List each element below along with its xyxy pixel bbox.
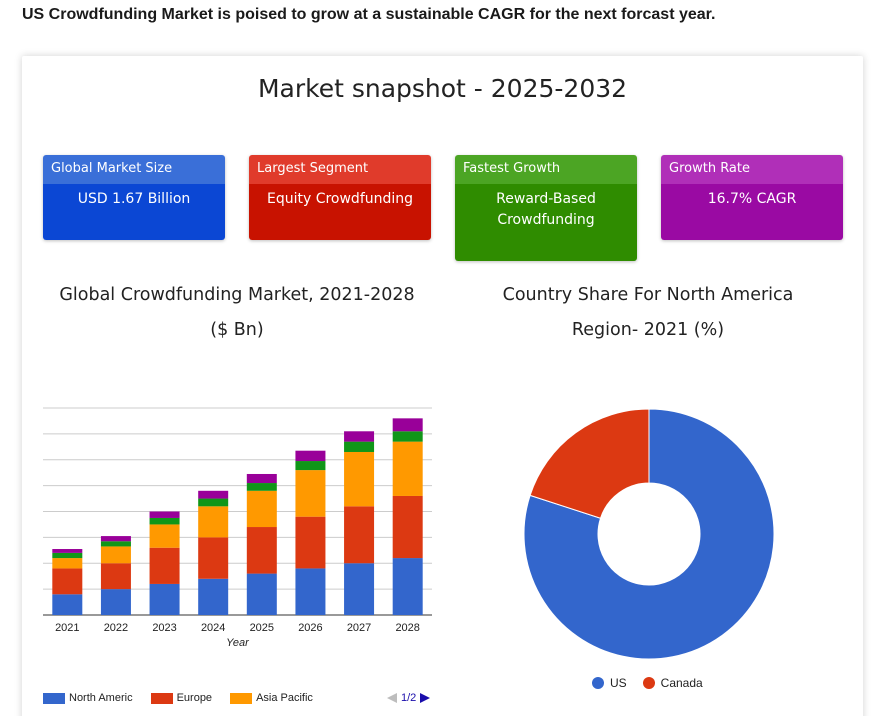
page-headline: US Crowdfunding Market is poised to grow… (22, 6, 716, 23)
tile-value: USD 1.67 Billion (43, 184, 225, 240)
bar-segment[interactable] (149, 583, 180, 615)
x-tick-label: 2025 (250, 622, 274, 634)
legend-item-us[interactable]: US (592, 676, 627, 690)
bar-segment[interactable] (100, 589, 131, 615)
legend-label: Canada (660, 676, 703, 690)
legend-label: Europe (176, 692, 213, 704)
bar-segment[interactable] (344, 431, 375, 442)
bar-segment[interactable] (246, 473, 277, 484)
tile-largest-segment: Largest Segment Equity Crowdfunding (249, 155, 431, 240)
bar-segment[interactable] (295, 516, 326, 569)
bar-segment[interactable] (392, 558, 423, 615)
bar-segment[interactable] (392, 441, 423, 496)
donut-chart (523, 408, 775, 660)
tile-value: 16.7% CAGR (661, 184, 843, 240)
bar-segment[interactable] (100, 536, 131, 542)
bar-segment[interactable] (392, 495, 423, 559)
tile-label: Fastest Growth (455, 155, 637, 184)
bar-segment[interactable] (198, 498, 229, 507)
bar-segment[interactable] (392, 431, 423, 442)
bar-legend: North Americ Europe Asia Pacific (43, 692, 331, 704)
legend-label: Asia Pacific (256, 692, 313, 704)
bar-segment[interactable] (246, 483, 277, 491)
bar-segment[interactable] (52, 558, 83, 569)
bar-segment[interactable] (149, 511, 180, 518)
tile-global-market-size: Global Market Size USD 1.67 Billion (43, 155, 225, 240)
prev-page-icon[interactable] (386, 693, 398, 703)
legend-item-canada[interactable]: Canada (642, 676, 703, 690)
bar-segment[interactable] (52, 594, 83, 615)
bar-segment[interactable] (149, 547, 180, 584)
x-tick-label: 2028 (395, 622, 419, 634)
x-tick-label: 2022 (104, 622, 128, 634)
x-tick-label: 2026 (298, 622, 322, 634)
bar-segment[interactable] (198, 506, 229, 538)
pie-slice[interactable] (529, 408, 650, 519)
tile-label: Growth Rate (661, 155, 843, 184)
bar-segment[interactable] (52, 549, 83, 553)
bar-segment[interactable] (100, 546, 131, 564)
bar-segment[interactable] (295, 461, 326, 471)
tile-label: Global Market Size (43, 155, 225, 184)
bar-segment[interactable] (246, 490, 277, 528)
market-snapshot-card: Market snapshot - 2025-2032 Global Marke… (22, 56, 863, 716)
bar-chart: 2021 2022 2023 2024 2025 2026 2027 2028 Year (43, 407, 432, 649)
tile-value: Equity Crowdfunding (249, 184, 431, 240)
bar-segment[interactable] (295, 470, 326, 517)
tile-value: Reward-Based Crowdfunding (455, 184, 637, 261)
x-tick-label: 2024 (201, 622, 225, 634)
legend-pager: 1/2 (386, 692, 431, 704)
snapshot-title: Market snapshot - 2025-2032 (257, 74, 628, 103)
legend-swatch (150, 692, 173, 704)
bar-segment[interactable] (246, 573, 277, 615)
pie-slice[interactable] (523, 408, 775, 660)
x-axis-label: Year (226, 637, 250, 649)
bar-segment[interactable] (52, 552, 83, 559)
legend-swatch (43, 692, 65, 704)
bar-segment[interactable] (295, 450, 326, 462)
legend-label: US (610, 676, 627, 690)
legend-label: North Americ (69, 692, 133, 704)
bar-chart-title: Global Crowdfunding Market, 2021-2028 ($… (59, 285, 415, 340)
tile-fastest-growth: Fastest Growth Reward-Based Crowdfunding (455, 155, 637, 261)
pie-chart-title: Country Share For North America Region- … (502, 285, 794, 340)
bar-segment[interactable] (344, 506, 375, 564)
next-page-icon[interactable] (419, 693, 431, 703)
bar-segment[interactable] (52, 568, 83, 595)
bar-segment[interactable] (295, 568, 326, 615)
legend-swatch (230, 692, 253, 704)
legend-item-asia-pacific[interactable]: Asia Pacific (230, 692, 313, 704)
tile-growth-rate: Growth Rate 16.7% CAGR (661, 155, 843, 240)
bar-segment[interactable] (100, 563, 131, 590)
bar-segment[interactable] (149, 524, 180, 548)
bar-segment[interactable] (198, 490, 229, 499)
bar-segment[interactable] (198, 537, 229, 579)
legend-item-europe[interactable]: Europe (150, 692, 213, 704)
pager-label: 1/2 (401, 692, 417, 704)
bar-segment[interactable] (392, 418, 423, 432)
legend-dot (592, 677, 604, 689)
x-tick-label: 2027 (347, 622, 371, 634)
bar-segment[interactable] (344, 563, 375, 615)
x-tick-label: 2021 (55, 622, 79, 634)
bar-segment[interactable] (344, 441, 375, 452)
bar-segment[interactable] (100, 541, 131, 547)
legend-dot (642, 677, 655, 689)
bar-segment[interactable] (149, 517, 180, 525)
tile-label: Largest Segment (249, 155, 431, 184)
x-tick-label: 2023 (152, 622, 176, 634)
pie-legend: US Canada (592, 676, 719, 690)
bar-segment[interactable] (246, 527, 277, 574)
bar-segment[interactable] (198, 578, 229, 615)
legend-item-north-america[interactable]: North Americ (43, 692, 133, 704)
bar-segment[interactable] (344, 451, 375, 507)
